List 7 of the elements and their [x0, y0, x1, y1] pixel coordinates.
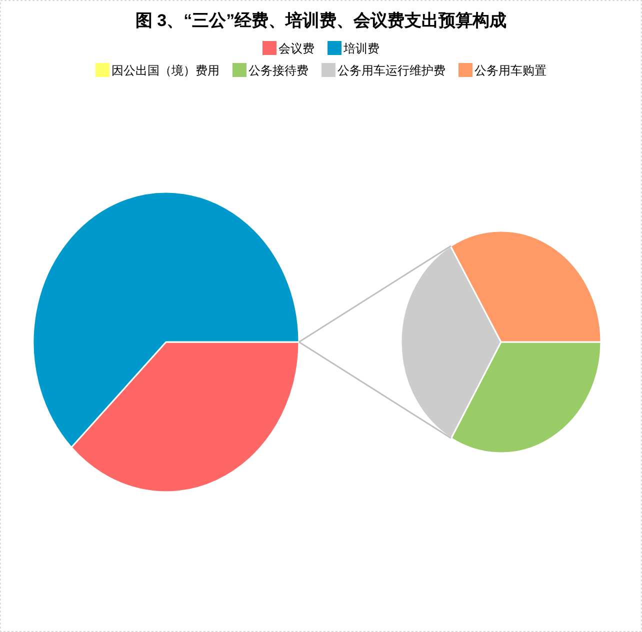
- legend-label: 因公出国（境）费用: [112, 64, 220, 78]
- legend-label: 公务接待费: [248, 64, 308, 78]
- legend-label: 公务用车购置: [474, 64, 546, 78]
- legend-label: 培训费: [342, 42, 380, 56]
- legend-label: 会议费: [278, 42, 314, 56]
- legend-label: 公务用车运行维护费: [338, 64, 446, 78]
- chart-title: 图 3、“三公”经费、培训费、会议费支出预算构成: [135, 11, 507, 30]
